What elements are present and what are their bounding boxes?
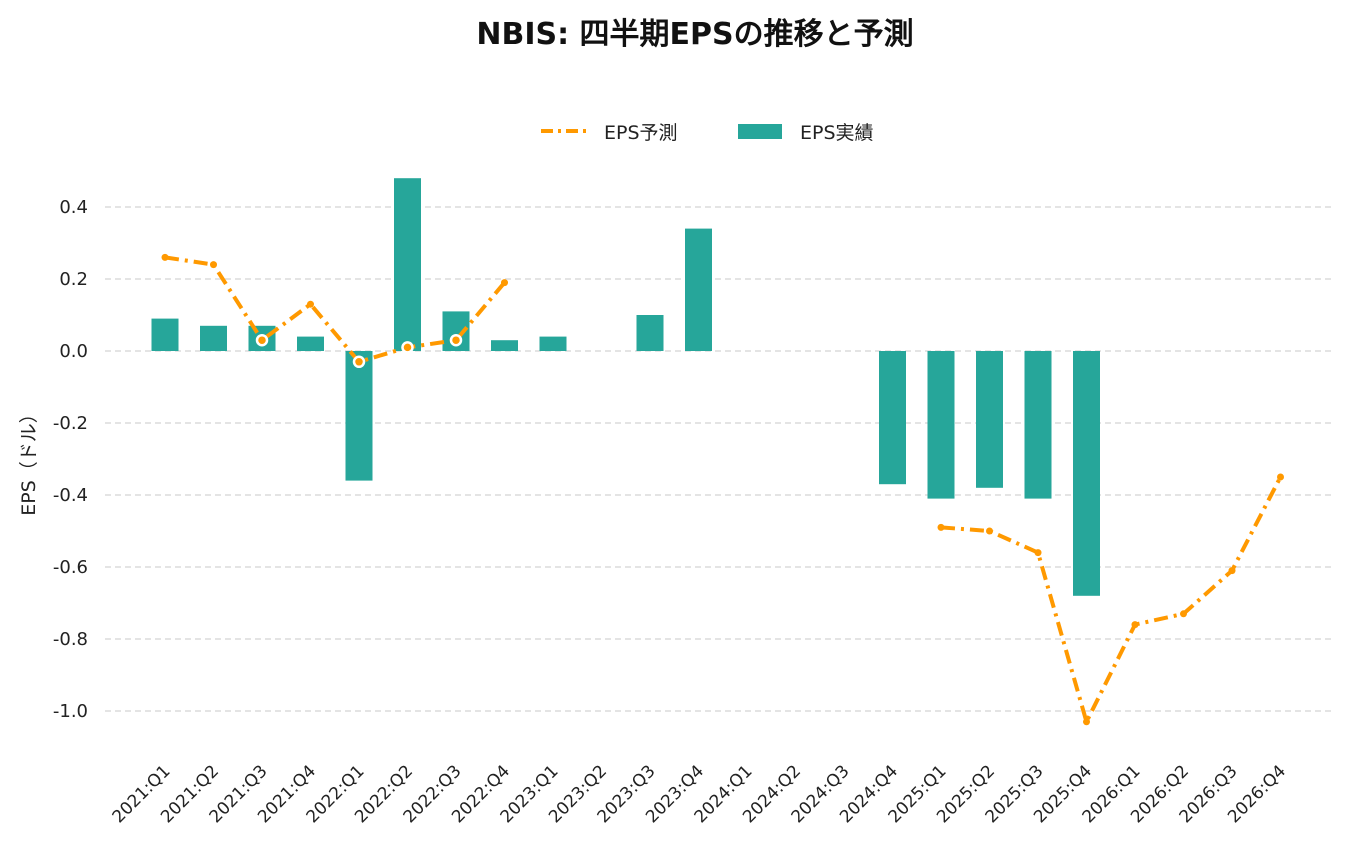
- bar-2025:Q2: [976, 351, 1003, 488]
- bar-2021:Q1: [151, 318, 179, 351]
- bar-2025:Q1: [927, 351, 955, 499]
- legend: EPS予測 EPS実績: [541, 122, 874, 144]
- bar-2022:Q2: [394, 178, 421, 351]
- y-axis-label: EPS（ドル）: [18, 404, 40, 516]
- legend-bar-swatch: [738, 124, 782, 139]
- forecast-line: [164, 255, 507, 365]
- forecast-point: [1131, 621, 1139, 629]
- bar-2023:Q4: [685, 228, 712, 351]
- forecast-point: [210, 261, 217, 269]
- bar-2023:Q1: [539, 336, 567, 351]
- forecast-point: [1277, 473, 1284, 481]
- bar-2022:Q4: [491, 340, 518, 351]
- forecast-point: [501, 279, 508, 287]
- y-tick-label: 0.4: [59, 197, 88, 218]
- y-tick-label: -0.2: [53, 413, 88, 434]
- bar-2025:Q3: [1024, 351, 1052, 499]
- forecast-point: [1083, 718, 1090, 726]
- forecast-point: [1180, 610, 1187, 618]
- forecast-line: [940, 476, 1283, 728]
- legend-label-actual: EPS実績: [800, 122, 874, 144]
- forecast-point: [352, 355, 366, 369]
- forecast-point: [1228, 567, 1236, 575]
- forecast-point: [161, 253, 169, 261]
- y-tick-label: -0.8: [53, 629, 88, 650]
- forecast-point: [401, 341, 414, 354]
- y-tick-label: 0.2: [59, 269, 88, 290]
- forecast-point: [1034, 549, 1042, 557]
- y-tick-label: 0.0: [59, 341, 88, 362]
- bar-2025:Q4: [1073, 351, 1100, 596]
- bar-2023:Q3: [636, 315, 664, 351]
- forecast-point: [255, 333, 269, 347]
- y-tick-label: -0.6: [53, 557, 88, 578]
- forecast-point: [449, 333, 463, 347]
- legend-label-forecast: EPS予測: [604, 122, 678, 144]
- forecast-point: [937, 523, 945, 531]
- chart-title: NBIS: 四半期EPSの推移と予測: [476, 17, 913, 52]
- bar-2021:Q4: [297, 336, 324, 351]
- forecast-point: [986, 527, 993, 535]
- y-tick-label: -0.4: [53, 485, 88, 506]
- bar-2022:Q1: [345, 351, 373, 481]
- bar-2021:Q2: [200, 325, 227, 351]
- bar-2024:Q4: [879, 351, 906, 485]
- y-tick-label: -1.0: [53, 701, 88, 722]
- forecast-point: [307, 300, 314, 308]
